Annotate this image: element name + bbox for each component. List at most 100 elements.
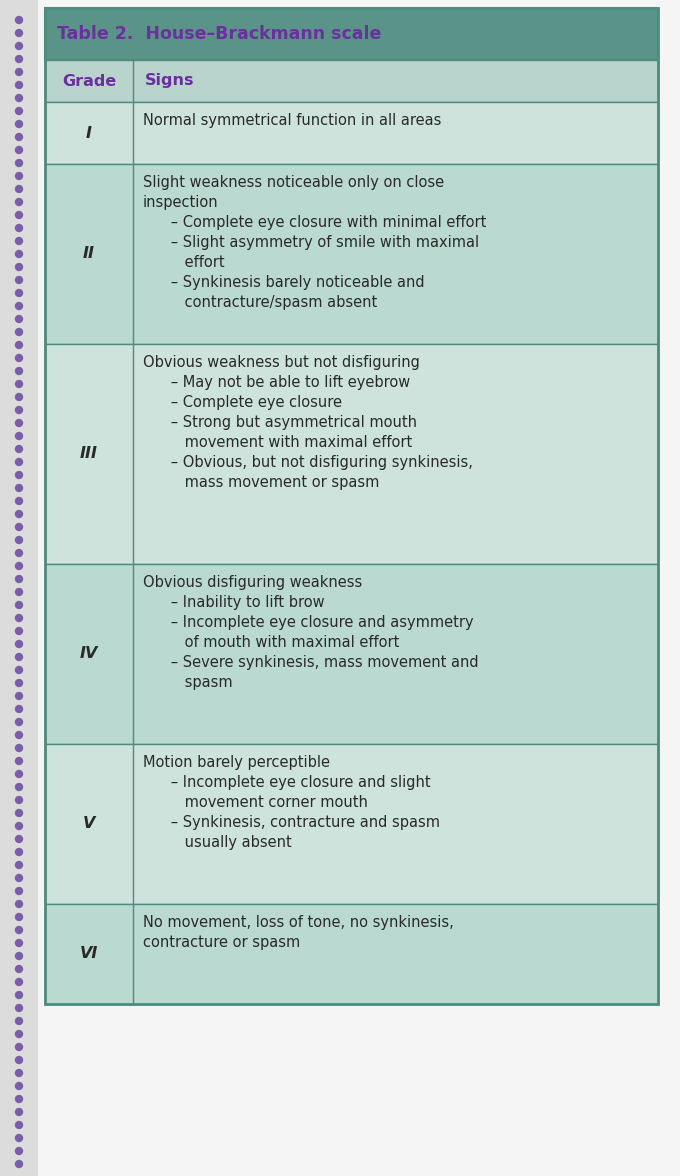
Circle shape xyxy=(16,693,22,700)
Bar xyxy=(45,8,658,60)
Text: Obvious disfiguring weakness: Obvious disfiguring weakness xyxy=(143,575,362,590)
Circle shape xyxy=(16,575,22,582)
Circle shape xyxy=(16,731,22,739)
Circle shape xyxy=(16,328,22,335)
Circle shape xyxy=(16,1030,22,1037)
Circle shape xyxy=(16,978,22,985)
Circle shape xyxy=(16,965,22,973)
Circle shape xyxy=(16,549,22,556)
Circle shape xyxy=(16,888,22,895)
Text: No movement, loss of tone, no synkinesis,: No movement, loss of tone, no synkinesis… xyxy=(143,915,454,930)
Circle shape xyxy=(16,394,22,401)
Bar xyxy=(45,564,658,744)
Text: – Incomplete eye closure and asymmetry: – Incomplete eye closure and asymmetry xyxy=(143,615,474,630)
Circle shape xyxy=(16,1148,22,1155)
Text: contracture/spasm absent: contracture/spasm absent xyxy=(143,295,377,310)
Text: Obvious weakness but not disfiguring: Obvious weakness but not disfiguring xyxy=(143,355,420,370)
Circle shape xyxy=(16,809,22,816)
Circle shape xyxy=(16,783,22,790)
Circle shape xyxy=(16,433,22,440)
Text: – Synkinesis, contracture and spasm: – Synkinesis, contracture and spasm xyxy=(143,815,440,830)
Text: contracture or spasm: contracture or spasm xyxy=(143,935,301,950)
Bar xyxy=(45,744,658,904)
Circle shape xyxy=(16,796,22,803)
Circle shape xyxy=(16,225,22,232)
Circle shape xyxy=(16,407,22,414)
Circle shape xyxy=(16,1096,22,1103)
Circle shape xyxy=(16,1069,22,1076)
Text: II: II xyxy=(83,247,95,261)
Text: – Strong but asymmetrical mouth: – Strong but asymmetrical mouth xyxy=(143,415,417,430)
Circle shape xyxy=(16,212,22,219)
Circle shape xyxy=(16,601,22,608)
Bar xyxy=(45,163,658,345)
Circle shape xyxy=(16,770,22,777)
Text: effort: effort xyxy=(143,255,224,270)
Circle shape xyxy=(16,628,22,635)
Text: Signs: Signs xyxy=(145,73,194,88)
Circle shape xyxy=(16,107,22,114)
Circle shape xyxy=(16,875,22,882)
Text: – Severe synkinesis, mass movement and: – Severe synkinesis, mass movement and xyxy=(143,655,479,670)
Circle shape xyxy=(16,706,22,713)
Bar xyxy=(45,345,658,564)
Text: III: III xyxy=(80,447,98,461)
Circle shape xyxy=(16,16,22,24)
Circle shape xyxy=(16,420,22,427)
Circle shape xyxy=(16,120,22,127)
Circle shape xyxy=(16,940,22,947)
Circle shape xyxy=(16,667,22,674)
Circle shape xyxy=(16,757,22,764)
Circle shape xyxy=(16,588,22,595)
Text: – Obvious, but not disfiguring synkinesis,: – Obvious, but not disfiguring synkinesi… xyxy=(143,455,473,470)
Circle shape xyxy=(16,238,22,245)
Text: IV: IV xyxy=(80,647,98,661)
Circle shape xyxy=(16,186,22,193)
Text: movement corner mouth: movement corner mouth xyxy=(143,795,368,810)
Text: V: V xyxy=(83,816,95,831)
Circle shape xyxy=(16,68,22,75)
Bar xyxy=(45,8,658,1004)
Circle shape xyxy=(16,1043,22,1050)
Text: Grade: Grade xyxy=(62,73,116,88)
Circle shape xyxy=(16,835,22,842)
Circle shape xyxy=(16,719,22,726)
Circle shape xyxy=(16,315,22,322)
Circle shape xyxy=(16,1135,22,1142)
Text: Slight weakness noticeable only on close: Slight weakness noticeable only on close xyxy=(143,175,444,191)
Text: – Incomplete eye closure and slight: – Incomplete eye closure and slight xyxy=(143,775,430,790)
Circle shape xyxy=(16,276,22,283)
Text: spasm: spasm xyxy=(143,675,233,690)
Circle shape xyxy=(16,497,22,505)
Circle shape xyxy=(16,1082,22,1089)
Circle shape xyxy=(16,927,22,934)
Circle shape xyxy=(16,510,22,517)
Circle shape xyxy=(16,641,22,648)
Circle shape xyxy=(16,991,22,998)
Circle shape xyxy=(16,862,22,869)
Bar xyxy=(45,904,658,1004)
Circle shape xyxy=(16,381,22,388)
Circle shape xyxy=(16,173,22,180)
Circle shape xyxy=(16,147,22,154)
Circle shape xyxy=(16,199,22,206)
Circle shape xyxy=(16,55,22,62)
Circle shape xyxy=(16,446,22,453)
Circle shape xyxy=(16,914,22,921)
Text: usually absent: usually absent xyxy=(143,835,292,850)
Circle shape xyxy=(16,536,22,543)
Circle shape xyxy=(16,1056,22,1063)
Circle shape xyxy=(16,29,22,36)
Text: mass movement or spasm: mass movement or spasm xyxy=(143,475,379,490)
Bar xyxy=(0,0,38,1176)
Circle shape xyxy=(16,562,22,569)
Text: I: I xyxy=(86,126,92,140)
Text: movement with maximal effort: movement with maximal effort xyxy=(143,435,412,450)
Bar xyxy=(45,102,658,163)
Circle shape xyxy=(16,1004,22,1011)
Text: – May not be able to lift eyebrow: – May not be able to lift eyebrow xyxy=(143,375,410,390)
Circle shape xyxy=(16,354,22,361)
Text: inspection: inspection xyxy=(143,195,219,211)
Text: Table 2.  House–Brackmann scale: Table 2. House–Brackmann scale xyxy=(57,25,381,44)
Circle shape xyxy=(16,94,22,101)
